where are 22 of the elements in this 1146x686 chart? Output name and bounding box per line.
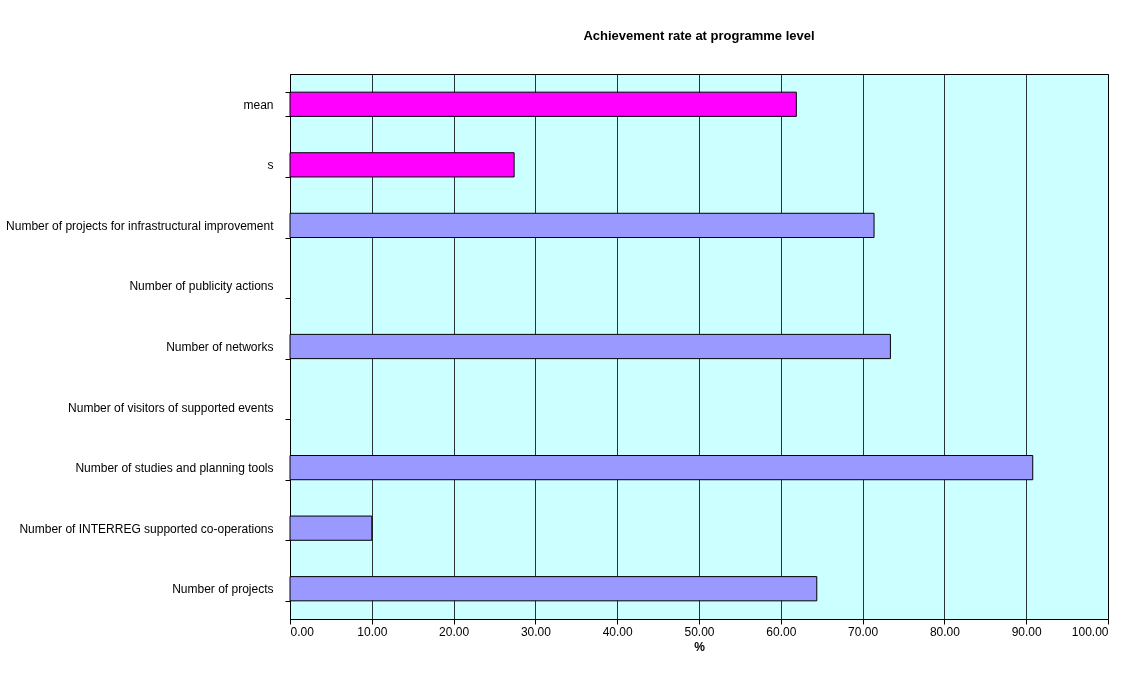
chart-title: Achievement rate at programme level (583, 28, 815, 43)
x-tick-label: 90.00 (1011, 624, 1043, 639)
y-tick-label: s (267, 158, 274, 173)
y-tick-label: Number of visitors of supported events (68, 400, 274, 415)
x-tick-label: 100.00 (1071, 624, 1109, 639)
x-tick-label: 10.00 (357, 624, 388, 639)
x-tick-label: 40.00 (602, 624, 634, 639)
y-tick-label: Number of projects (172, 582, 274, 597)
y-tick-label: mean (243, 97, 274, 112)
y-tick-label: Number of networks (166, 340, 274, 354)
x-tick-label: 20.00 (439, 624, 470, 639)
x-tick-label: 0.00 (290, 624, 315, 639)
x-tick-label: 80.00 (929, 624, 961, 639)
y-tick-label: Number of INTERREG supported co-operations (19, 521, 274, 536)
x-tick-label: 70.00 (848, 624, 879, 639)
y-tick-label: Number of publicity actions (129, 279, 274, 294)
x-tick-label: 60.00 (766, 624, 797, 639)
y-tick-label: Number of projects for infrastructural improvement (6, 218, 275, 233)
y-tick-label: Number of studies and planning tools (75, 461, 274, 476)
x-tick-label: 30.00 (520, 624, 552, 639)
x-tick-label: 50.00 (684, 624, 715, 639)
x-axis-title: % (694, 639, 706, 654)
